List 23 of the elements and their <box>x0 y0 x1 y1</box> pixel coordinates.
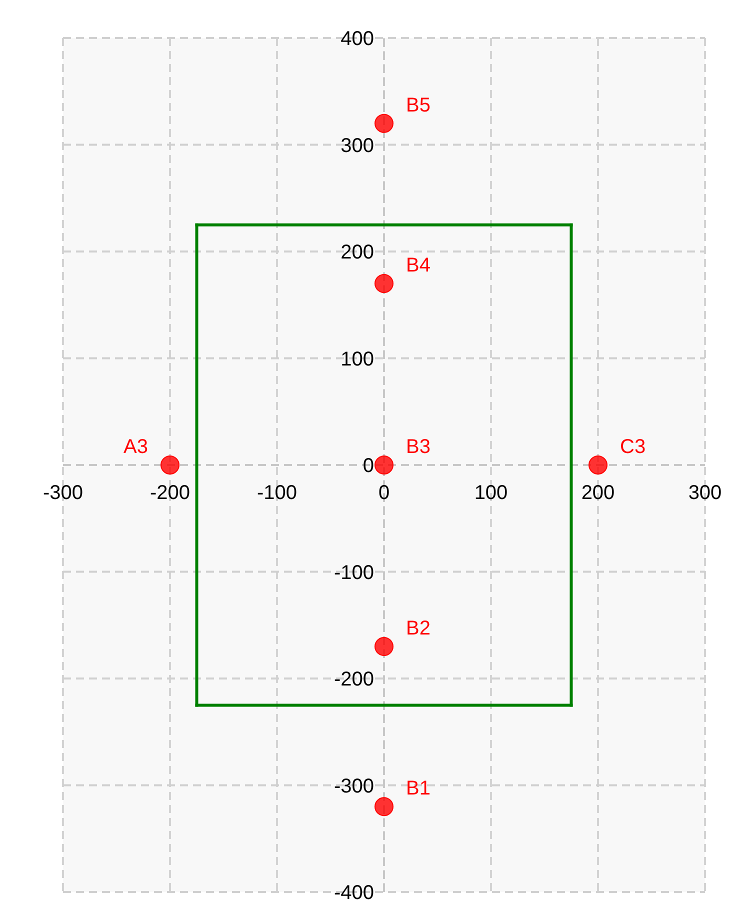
y-tick-label: -300 <box>334 775 374 798</box>
data-label: C3 <box>620 436 646 458</box>
data-label: B2 <box>406 617 430 640</box>
y-tick-label: 0 <box>362 455 374 477</box>
y-tick-label: 300 <box>340 134 374 157</box>
data-label: B5 <box>406 94 430 116</box>
y-tick-label: 400 <box>340 28 374 50</box>
x-tick-label: -100 <box>256 482 298 504</box>
x-tick-label: -200 <box>150 482 190 504</box>
x-tick-label: 100 <box>474 482 508 504</box>
data-label: B4 <box>406 254 430 277</box>
y-tick-label: 100 <box>340 348 374 370</box>
x-tick-label: 0 <box>378 482 390 504</box>
y-tick-label: 200 <box>340 242 374 264</box>
x-tick-label: 200 <box>581 482 615 504</box>
data-label: B3 <box>406 436 430 458</box>
y-tick-label: -200 <box>334 668 374 690</box>
data-label: B1 <box>406 778 430 800</box>
y-tick-label: -400 <box>334 882 374 904</box>
x-tick-label: -300 <box>42 482 84 504</box>
x-tick-label: 300 <box>688 482 722 504</box>
data-label: A3 <box>124 436 148 458</box>
y-tick-label: -100 <box>334 562 374 584</box>
